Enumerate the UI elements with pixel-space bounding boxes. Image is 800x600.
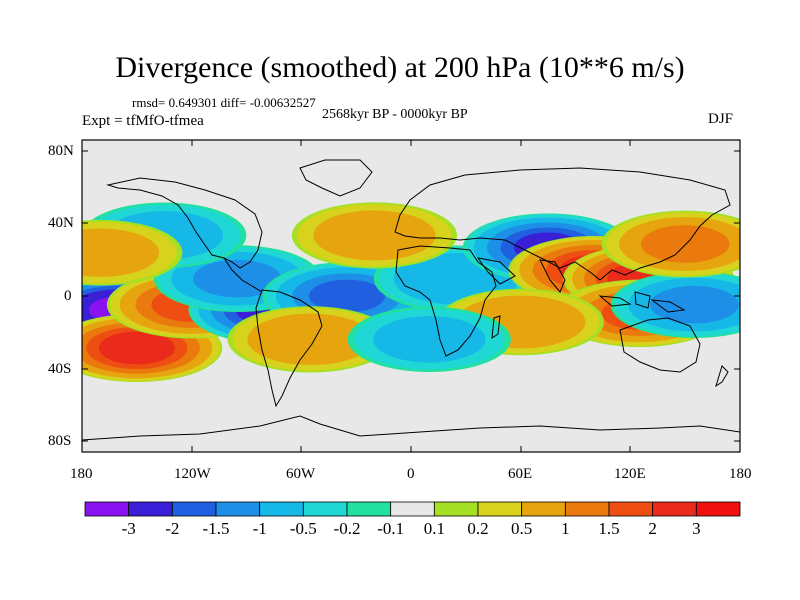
colorbar-label: 1.5 (598, 519, 620, 538)
coast-south-america (255, 289, 323, 408)
colorbar-box (171, 501, 217, 517)
period-label: 2568kyr BP - 0000kyr BP (322, 107, 468, 122)
colorbar-label: -0.5 (289, 519, 317, 538)
coastlines (82, 159, 740, 441)
coast-greenland (299, 159, 373, 197)
colorbar-box (477, 501, 523, 517)
season-label: DJF (708, 111, 734, 127)
field-contour (373, 316, 486, 363)
field-contour (193, 259, 282, 298)
colorbar-box (652, 501, 697, 517)
colorbar-label: -1.5 (202, 519, 230, 538)
field-contour (650, 285, 739, 324)
field-contour (313, 210, 436, 261)
experiment-label: Expt = tfMfO-tfmea (82, 113, 204, 129)
rmsd-diff-stats: rmsd= 0.649301 diff= -0.00632527 (132, 95, 316, 110)
colorbar-box (302, 501, 348, 517)
colorbar-label: 1 (561, 519, 570, 538)
coast-australia (619, 317, 701, 373)
colorbar-label: -0.2 (333, 519, 361, 538)
colorbar-box (608, 501, 654, 517)
colorbar-label: -0.1 (377, 519, 405, 538)
coast-new-zealand (715, 365, 729, 388)
colorbar-box (259, 501, 304, 517)
lon-tick-60e: 60E (508, 466, 533, 482)
field-contour (309, 279, 386, 313)
lat-tick-0: 0 (64, 288, 72, 304)
figure-title: Divergence (smoothed) at 200 hPa (10**6 … (115, 51, 685, 84)
colorbar-label: 0.2 (467, 519, 489, 538)
lon-tick-120w: 120W (174, 466, 211, 482)
lon-tick-180w: 180 (70, 466, 93, 482)
lon-tick-60w: 60W (286, 466, 316, 482)
lon-tick-120e: 120E (614, 466, 646, 482)
colorbar (84, 501, 741, 517)
axis-ticks (82, 140, 740, 452)
coast-europe-asia (394, 167, 731, 281)
colorbar-box (390, 501, 435, 517)
lat-tick-80n: 80N (48, 143, 74, 159)
lat-tick-40s: 40S (48, 361, 72, 377)
coast-north-america (106, 177, 263, 269)
coast-central-america (223, 257, 263, 293)
lon-tick-0: 0 (407, 466, 415, 482)
colorbar-box (695, 501, 741, 517)
colorbar-label: -3 (121, 519, 136, 538)
colorbar-box (433, 501, 479, 517)
colorbar-box (564, 501, 610, 517)
field-contour (640, 225, 730, 263)
divergence-field (82, 202, 740, 383)
colorbar-box (521, 501, 566, 517)
colorbar-label: -1 (252, 519, 267, 538)
lon-tick-180e: 180 (729, 466, 752, 482)
colorbar-box (346, 501, 392, 517)
coast-madagascar (491, 315, 501, 340)
colorbar-label: 2 (648, 519, 657, 538)
colorbar-label: 0.5 (511, 519, 533, 538)
colorbar-box (215, 501, 261, 517)
colorbar-label: 0.1 (423, 519, 445, 538)
field-contour (82, 228, 160, 277)
field-contour (247, 313, 374, 366)
colorbar-label: 3 (692, 519, 701, 538)
colorbar-label: -2 (165, 519, 180, 538)
field-contour (98, 331, 175, 365)
lat-tick-80s: 80S (48, 433, 72, 449)
coast-arabia-india (476, 257, 566, 293)
lat-tick-40n: 40N (48, 215, 74, 231)
coast-antarctica (82, 415, 740, 441)
coast-africa (395, 245, 497, 357)
colorbar-box (128, 501, 173, 517)
coast-maritime-continent (598, 291, 686, 313)
colorbar-box (84, 501, 130, 517)
